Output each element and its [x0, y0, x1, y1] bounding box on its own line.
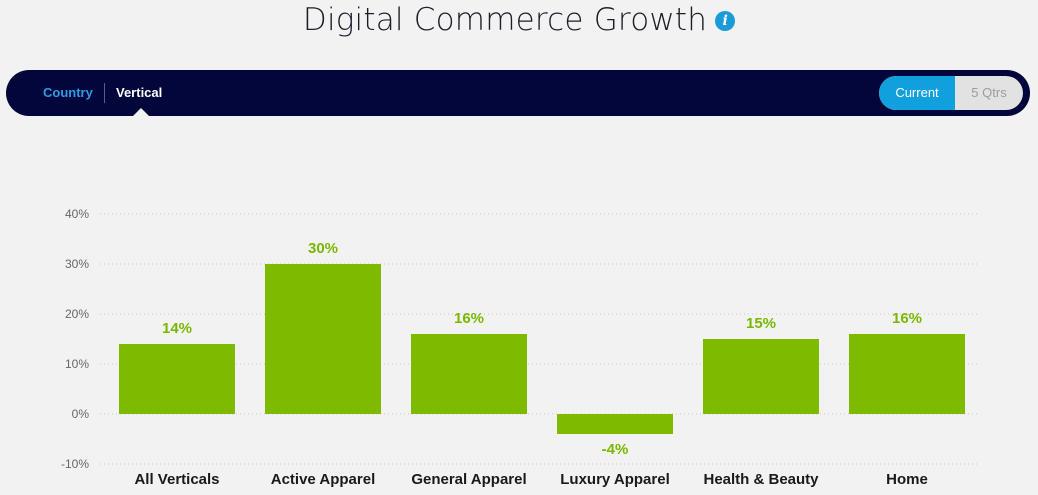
bar — [411, 334, 527, 414]
active-tab-caret — [133, 108, 149, 116]
x-tick-label: General Apparel — [411, 471, 526, 488]
title-row: Digital Commerce Growth i — [0, 2, 1038, 46]
y-tick-label: 30% — [65, 257, 89, 271]
bar — [703, 339, 819, 414]
bar — [557, 414, 673, 434]
page-title: Digital Commerce Growth — [302, 2, 708, 38]
info-icon[interactable]: i — [715, 11, 736, 31]
x-tick-label: Home — [886, 471, 928, 488]
toggle-current-button[interactable]: Current — [879, 76, 955, 110]
y-tick-label: 10% — [65, 357, 89, 371]
data-label: 30% — [308, 240, 338, 257]
x-tick-label: Health & Beauty — [703, 471, 819, 488]
data-label: -4% — [602, 441, 629, 458]
data-label: 16% — [892, 310, 922, 327]
y-tick-label: 20% — [65, 307, 89, 321]
tab-country[interactable]: Country — [43, 85, 93, 100]
x-tick-label: Active Apparel — [271, 471, 375, 488]
tab-vertical[interactable]: Vertical — [116, 85, 163, 100]
data-label: 14% — [162, 320, 192, 337]
period-toggle: Current 5 Qtrs — [879, 76, 1023, 110]
data-label: 16% — [454, 310, 484, 327]
bar — [849, 334, 965, 414]
toggle-5-qtrs-button[interactable]: 5 Qtrs — [971, 85, 1007, 100]
data-label: 15% — [746, 315, 776, 332]
y-tick-label: 40% — [65, 207, 89, 221]
x-tick-label: All Verticals — [134, 471, 219, 488]
navbar: Country Vertical Current 5 Qtrs — [6, 70, 1030, 116]
bar — [119, 344, 235, 414]
y-tick-label: 0% — [72, 407, 90, 421]
x-tick-label: Luxury Apparel — [560, 471, 669, 488]
bar — [265, 264, 381, 414]
y-tick-label: -10% — [61, 457, 89, 471]
tab-divider — [104, 83, 105, 103]
